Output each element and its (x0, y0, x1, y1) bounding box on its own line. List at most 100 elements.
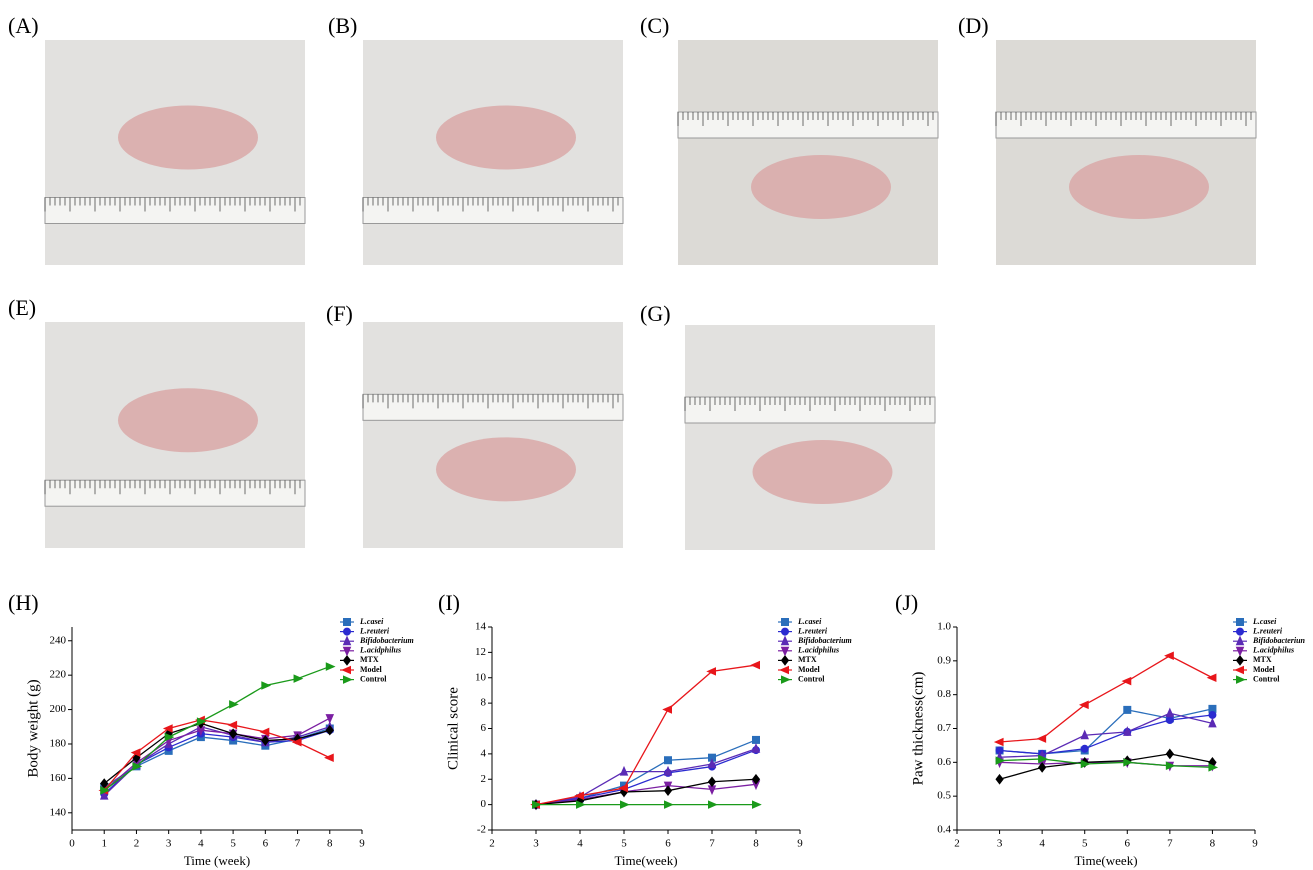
panel-label: (I) (438, 590, 460, 615)
marker (1208, 717, 1217, 728)
y-tick-label: 10 (475, 671, 487, 683)
x-tick-label: 8 (753, 838, 759, 850)
marker (1206, 673, 1217, 683)
marker (780, 655, 790, 666)
y-tick-label: 0.7 (937, 722, 951, 734)
marker (100, 786, 110, 795)
marker (1036, 734, 1047, 743)
x-tick-label: 9 (1252, 838, 1258, 850)
marker (1078, 700, 1089, 710)
y-tick-label: 160 (50, 772, 67, 784)
y-tick-label: 6 (481, 722, 487, 734)
x-axis-label: Time(week) (614, 853, 677, 868)
paw (118, 105, 258, 170)
marker (1236, 675, 1246, 684)
panel-label: (C) (640, 13, 669, 38)
x-tick-label: 7 (1167, 838, 1173, 850)
legend-label: MTX (360, 655, 379, 664)
series-line (999, 655, 1213, 743)
legend-label: Bifidobacteriun (1252, 636, 1306, 645)
marker (618, 783, 628, 793)
y-tick-label: 200 (50, 703, 67, 715)
marker (751, 773, 761, 785)
x-tick-label: 4 (1039, 838, 1045, 850)
panel-label: (G) (640, 301, 671, 326)
series-line (535, 778, 757, 806)
marker (1080, 759, 1091, 769)
series-line (103, 722, 330, 785)
marker (1165, 707, 1175, 718)
paw (752, 440, 893, 504)
series-line (103, 717, 331, 791)
y-axis-label: Body weight (g) (25, 679, 41, 777)
marker (574, 791, 584, 801)
paw (751, 155, 891, 219)
marker (342, 646, 352, 657)
marker (1080, 744, 1089, 753)
photo (685, 325, 935, 550)
legend-label: Bifidobacterium (359, 636, 414, 645)
panel-label: (B) (328, 13, 357, 38)
marker (1208, 763, 1219, 772)
paw (118, 388, 258, 453)
x-tick-label: 8 (327, 838, 333, 850)
x-tick-label: 3 (533, 838, 539, 850)
x-tick-label: 9 (359, 838, 365, 850)
y-tick-label: 0.4 (937, 824, 951, 836)
series-line (999, 758, 1213, 769)
panel-label: (A) (8, 13, 39, 38)
marker (662, 705, 672, 714)
marker (293, 674, 304, 683)
y-tick-label: 4 (481, 747, 487, 759)
marker (291, 737, 302, 747)
y-tick-label: 240 (50, 634, 67, 646)
legend-label: L.reuteri (359, 626, 390, 635)
marker (1038, 762, 1047, 773)
legend-label: Model (1253, 665, 1276, 674)
marker (780, 635, 790, 646)
marker (781, 627, 789, 636)
marker (1236, 627, 1244, 636)
marker (228, 728, 238, 739)
legend-label: L.reuteri (1252, 626, 1283, 635)
marker (620, 800, 630, 809)
photo (678, 40, 938, 265)
x-tick-label: 7 (295, 838, 301, 850)
marker (664, 800, 674, 809)
legend-label: L.acidphilus (1252, 646, 1294, 655)
marker (132, 762, 143, 771)
marker (227, 720, 238, 730)
marker (341, 665, 351, 675)
marker (708, 800, 718, 809)
legend-label: Bifidobacterium (797, 636, 852, 645)
panel-label: (E) (8, 295, 36, 320)
marker (993, 737, 1004, 747)
y-tick-label: 1.0 (937, 621, 951, 633)
x-tick-label: 0 (69, 838, 75, 850)
series-line (999, 712, 1213, 758)
legend-label: L.acidphilus (359, 646, 401, 655)
y-tick-label: 0 (481, 798, 487, 810)
marker (1123, 705, 1132, 714)
series-line (103, 665, 331, 791)
marker (707, 776, 717, 788)
y-tick-label: 0.5 (937, 790, 951, 802)
paw (1069, 155, 1209, 219)
marker (1208, 710, 1217, 719)
marker (343, 627, 351, 636)
marker (1235, 635, 1245, 646)
panel-label: (D) (958, 13, 989, 38)
marker (1123, 726, 1132, 736)
marker (259, 727, 270, 737)
legend-label: Control (360, 674, 387, 683)
x-tick-label: 9 (797, 838, 803, 850)
marker (663, 785, 673, 796)
x-tick-label: 2 (134, 838, 140, 850)
photo (363, 322, 623, 548)
marker (752, 735, 760, 744)
y-tick-label: 220 (50, 669, 67, 681)
marker (343, 618, 351, 626)
x-tick-label: 3 (166, 838, 172, 850)
x-tick-label: 5 (230, 838, 236, 850)
y-tick-label: 180 (50, 738, 67, 750)
